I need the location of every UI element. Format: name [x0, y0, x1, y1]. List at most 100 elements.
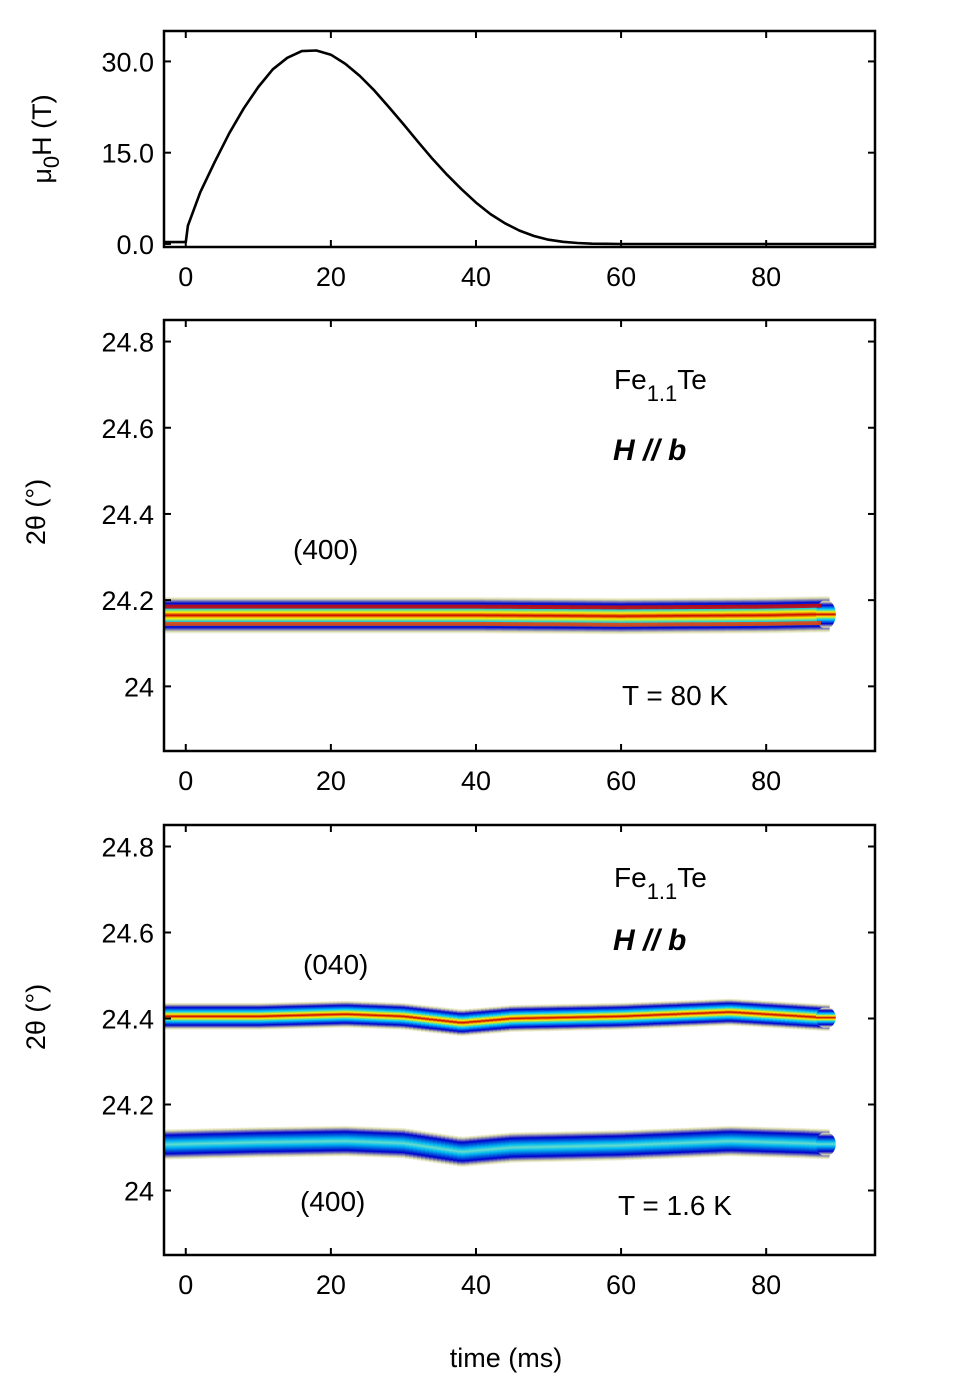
band-strip [633, 1002, 638, 1030]
band-strip [317, 596, 322, 634]
band-strip [417, 596, 422, 634]
band-strip [425, 596, 430, 634]
x-tick-label: 60 [606, 262, 636, 292]
band-strip [625, 597, 630, 635]
band-strip [261, 1126, 266, 1158]
band-strip [409, 1128, 414, 1160]
band-strip [569, 1003, 574, 1032]
band-strip [525, 1004, 530, 1032]
band-strip [585, 1130, 590, 1162]
band-strip [661, 1000, 666, 1029]
band-strip [253, 596, 258, 634]
band-strip [533, 1004, 538, 1032]
band-core-ridge [165, 621, 822, 627]
band-strip [513, 1004, 518, 1033]
band-strip [361, 1001, 366, 1029]
band-strip [561, 597, 566, 635]
band-strip [217, 1002, 222, 1031]
band-strip [485, 596, 490, 634]
band-strip [701, 999, 706, 1027]
band-strip [245, 1002, 250, 1031]
band-strip [537, 1004, 542, 1032]
band-strip [657, 597, 662, 635]
band-strip [185, 1128, 190, 1160]
band-strip [285, 1126, 290, 1158]
band-strip [277, 1126, 282, 1158]
band-strip [637, 1129, 642, 1161]
band-strip [593, 1003, 598, 1031]
band-strip [557, 1003, 562, 1032]
band-strip [765, 1126, 770, 1158]
band-strip [437, 596, 442, 634]
band-strip [349, 596, 354, 634]
band-strip [489, 1006, 494, 1034]
band-strip [165, 1002, 170, 1031]
band-strip [373, 1001, 378, 1029]
band-strip [481, 1134, 486, 1166]
band-strip [497, 596, 502, 634]
band-strip [641, 1129, 646, 1160]
band-strip [209, 1127, 214, 1159]
band-strip [597, 1003, 602, 1031]
band-strip [173, 1002, 178, 1031]
y-tick-label: 15.0 [101, 139, 154, 169]
peak-label-400: (400) [293, 534, 358, 565]
band-strip [621, 597, 626, 635]
band-strip [585, 1003, 590, 1031]
peak-label-400: (400) [300, 1186, 365, 1217]
band-strip [385, 1002, 390, 1030]
band-strip [745, 1126, 750, 1158]
band-strip [573, 1130, 578, 1162]
band-strip [733, 1125, 738, 1157]
band-strip [541, 597, 546, 635]
band-strip [749, 999, 754, 1027]
band-strip [277, 1002, 282, 1030]
band-strip [329, 1000, 334, 1029]
band-strip [789, 1127, 794, 1159]
band-strip [425, 1005, 430, 1033]
band-strip [257, 1002, 262, 1031]
band-strip [345, 1000, 350, 1028]
band-strip [197, 596, 202, 634]
band-strip [213, 1002, 218, 1031]
band-strip [561, 1003, 566, 1032]
y-tick-label: 24.2 [101, 586, 154, 616]
band-strip [297, 596, 302, 634]
band-strip [521, 597, 526, 635]
band-strip [677, 1127, 682, 1159]
band-strip [729, 998, 734, 1026]
band-strip [441, 1133, 446, 1165]
heatmap-1p6K-marks [165, 998, 836, 1168]
peak-label-040: (040) [303, 949, 368, 980]
band-strip [221, 596, 226, 634]
band-strip [801, 596, 806, 634]
x-tick-label: 0 [178, 262, 193, 292]
band-strip [577, 1003, 582, 1031]
band-strip [633, 597, 638, 635]
band-strip [261, 1002, 266, 1030]
panel-field-pulse: 0 20 40 60 80 0.0 15.0 30.0 μ0H (T) [27, 29, 877, 292]
band-strip [733, 596, 738, 634]
band-core-ridge [165, 603, 821, 610]
band-strip [697, 597, 702, 635]
band-strip [397, 596, 402, 634]
band-strip [645, 1001, 650, 1030]
band-strip [529, 1004, 534, 1032]
band-strip [305, 1001, 310, 1029]
band-strip [189, 1128, 194, 1160]
band-strip [293, 1001, 298, 1030]
band-strip [233, 596, 238, 634]
band-strip [789, 1001, 794, 1030]
band-strip [185, 1002, 190, 1031]
band-strip [405, 1128, 410, 1160]
band-strip [673, 1127, 678, 1159]
band-strip [653, 1001, 658, 1029]
band-strip [493, 596, 498, 634]
band-strip [429, 1005, 434, 1034]
band-strip [693, 999, 698, 1028]
band-strip [805, 1127, 810, 1159]
band-strip [357, 1000, 362, 1029]
band-strip [297, 1126, 302, 1158]
band-strip [617, 1002, 622, 1031]
